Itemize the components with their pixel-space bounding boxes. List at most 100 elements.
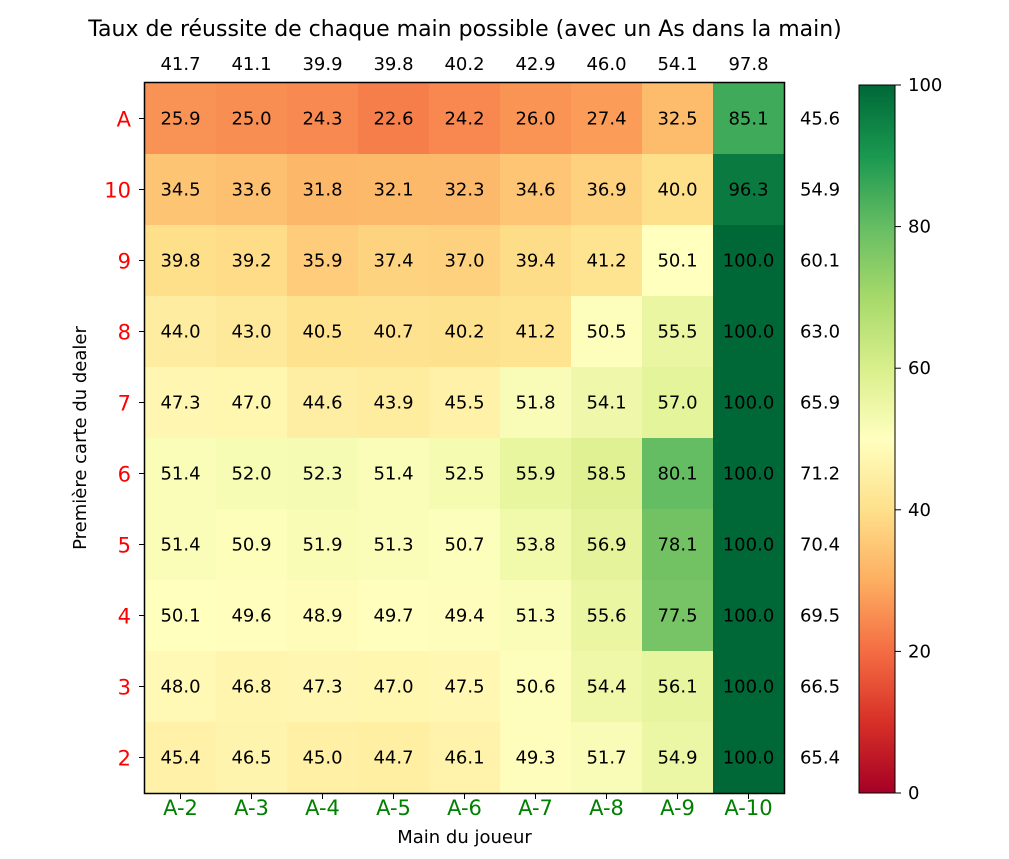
heatmap-cell bbox=[571, 225, 642, 296]
cell-value-label: 54.9 bbox=[657, 748, 697, 769]
heatmap-cell bbox=[500, 509, 571, 580]
heatmap-cell bbox=[500, 438, 571, 509]
heatmap-cell bbox=[713, 580, 784, 651]
cell-value-label: 32.3 bbox=[444, 180, 484, 201]
x-tick-label: A-7 bbox=[518, 796, 553, 820]
cell-value-label: 40.0 bbox=[657, 180, 697, 201]
cell-value-label: 45.4 bbox=[160, 748, 200, 769]
colorbar-tick-label: 80 bbox=[908, 217, 931, 238]
row-totals: 45.6 54.9 60.1 63.0 65.9 71.2 70.4 69.5 66.5 65.4 bbox=[800, 109, 840, 769]
cell-value-label: 55.6 bbox=[586, 606, 626, 627]
heatmap-cell bbox=[571, 154, 642, 225]
column-total-label: 39.8 bbox=[373, 54, 413, 75]
heatmap-cell bbox=[287, 83, 358, 154]
colorbar bbox=[858, 84, 896, 794]
cell-value-label: 58.5 bbox=[586, 464, 626, 485]
cell-value-label: 40.7 bbox=[373, 322, 413, 343]
y-tick-label: 8 bbox=[118, 321, 131, 345]
cell-value-label: 85.1 bbox=[728, 109, 768, 130]
heatmap-cell bbox=[216, 509, 287, 580]
cell-value-label: 52.5 bbox=[444, 464, 484, 485]
x-tick-label: A-4 bbox=[305, 796, 340, 820]
heatmap-cell bbox=[358, 580, 429, 651]
cell-value-label: 100.0 bbox=[723, 322, 775, 343]
heatmap-cell bbox=[571, 83, 642, 154]
cell-value-label: 44.0 bbox=[160, 322, 200, 343]
cell-value-label: 49.6 bbox=[231, 606, 271, 627]
column-totals: 41.7 41.1 39.9 39.8 40.2 42.9 46.0 54.1 97.8 bbox=[160, 54, 768, 75]
heatmap-cell bbox=[500, 651, 571, 722]
column-total-label: 42.9 bbox=[515, 54, 555, 75]
heatmap-cell bbox=[642, 651, 713, 722]
cell-value-label: 52.3 bbox=[302, 464, 342, 485]
row-total-label: 63.0 bbox=[800, 322, 840, 343]
row-total-label: 60.1 bbox=[800, 251, 840, 272]
heatmap-cell bbox=[713, 154, 784, 225]
x-tick-label: A-5 bbox=[376, 796, 411, 820]
row-total-label: 66.5 bbox=[800, 677, 840, 698]
cell-value-label: 47.0 bbox=[373, 677, 413, 698]
heatmap-cell bbox=[287, 225, 358, 296]
cell-value-label: 35.9 bbox=[302, 251, 342, 272]
heatmap-cell bbox=[642, 296, 713, 367]
heatmap-cell bbox=[713, 651, 784, 722]
row-total-label: 69.5 bbox=[800, 606, 840, 627]
cell-value-label: 47.0 bbox=[231, 393, 271, 414]
heatmap-cell bbox=[216, 722, 287, 793]
cell-value-label: 47.5 bbox=[444, 677, 484, 698]
cell-value-label: 50.1 bbox=[657, 251, 697, 272]
heatmap-cell bbox=[287, 296, 358, 367]
heatmap-cell bbox=[429, 154, 500, 225]
y-tick-label: 6 bbox=[118, 463, 131, 487]
heatmap-cell bbox=[571, 580, 642, 651]
cell-value-label: 50.6 bbox=[515, 677, 555, 698]
heatmap-cell bbox=[642, 509, 713, 580]
row-total-label: 65.4 bbox=[800, 748, 840, 769]
heatmap-cell bbox=[145, 722, 216, 793]
cell-value-label: 51.4 bbox=[373, 464, 413, 485]
cell-value-label: 39.2 bbox=[231, 251, 271, 272]
cell-value-label: 34.6 bbox=[515, 180, 555, 201]
cell-value-label: 49.4 bbox=[444, 606, 484, 627]
cell-value-label: 47.3 bbox=[160, 393, 200, 414]
cell-value-label: 51.4 bbox=[160, 535, 200, 556]
y-tick-label: 7 bbox=[118, 392, 131, 416]
y-axis-label: Première carte du dealer bbox=[70, 326, 91, 550]
cell-value-label: 49.7 bbox=[373, 606, 413, 627]
heatmap-cell bbox=[500, 296, 571, 367]
cell-value-label: 56.9 bbox=[586, 535, 626, 556]
cell-value-label: 78.1 bbox=[657, 535, 697, 556]
heatmap-cell bbox=[642, 722, 713, 793]
heatmap-cell bbox=[287, 367, 358, 438]
cell-value-label: 54.1 bbox=[586, 393, 626, 414]
cell-value-label: 48.0 bbox=[160, 677, 200, 698]
cell-value-label: 55.5 bbox=[657, 322, 697, 343]
cell-value-label: 41.2 bbox=[586, 251, 626, 272]
cell-value-label: 40.5 bbox=[302, 322, 342, 343]
heatmap-cell bbox=[216, 651, 287, 722]
cell-value-label: 34.5 bbox=[160, 180, 200, 201]
cell-value-label: 100.0 bbox=[723, 251, 775, 272]
cell-value-label: 57.0 bbox=[657, 393, 697, 414]
heatmap-cell bbox=[713, 367, 784, 438]
cell-value-label: 51.4 bbox=[160, 464, 200, 485]
x-tick-label: A-2 bbox=[163, 796, 198, 820]
heatmap-cell bbox=[145, 225, 216, 296]
heatmap-cell bbox=[358, 83, 429, 154]
heatmap-cell bbox=[713, 225, 784, 296]
heatmap-cell bbox=[145, 580, 216, 651]
heatmap-cell bbox=[216, 367, 287, 438]
x-axis-label: Main du joueur bbox=[397, 827, 532, 848]
heatmap-cell bbox=[429, 296, 500, 367]
heatmap-cell bbox=[500, 154, 571, 225]
heatmap-cell bbox=[216, 296, 287, 367]
y-tick-label: 4 bbox=[118, 605, 131, 629]
cell-value-label: 46.1 bbox=[444, 748, 484, 769]
heatmap-cell bbox=[358, 296, 429, 367]
heatmap-cell bbox=[216, 580, 287, 651]
column-total-label: 54.1 bbox=[657, 54, 697, 75]
y-tick-label: 9 bbox=[118, 250, 131, 274]
heatmap-cell bbox=[571, 438, 642, 509]
heatmap-frame bbox=[143, 81, 786, 795]
